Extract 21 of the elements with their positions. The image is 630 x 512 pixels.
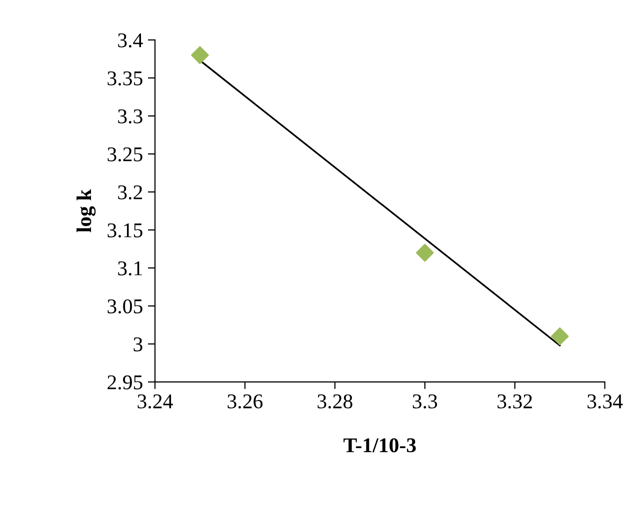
point	[416, 244, 434, 262]
y-tick-label: 3.1	[118, 261, 142, 276]
x-tick-label: 3.24	[138, 394, 173, 409]
y-tick-label: 3.35	[108, 71, 142, 86]
y-tick-label: 3.4	[118, 33, 143, 48]
y-tick-label: 3.05	[108, 299, 142, 314]
x-tick-label: 3.32	[498, 394, 532, 409]
y-tick-label: 3.15	[108, 223, 142, 238]
point	[191, 46, 209, 64]
y-tick-label: 3	[134, 337, 142, 352]
y-tick-label: 3.2	[118, 185, 142, 200]
x-tick-label: 3.3	[412, 394, 438, 409]
y-tick-label: 3.25	[108, 147, 142, 162]
x-axis-title: T-1/10-3	[344, 438, 416, 452]
y-axis-title: log k	[76, 189, 96, 232]
point	[550, 327, 569, 346]
x-tick-label: 3.34	[588, 394, 623, 409]
y-tick-label: 3.3	[118, 109, 142, 124]
x-tick-label: 3.26	[228, 394, 263, 409]
y-tick-label: 2.95	[108, 375, 142, 390]
x-tick-label: 3.28	[318, 394, 352, 409]
